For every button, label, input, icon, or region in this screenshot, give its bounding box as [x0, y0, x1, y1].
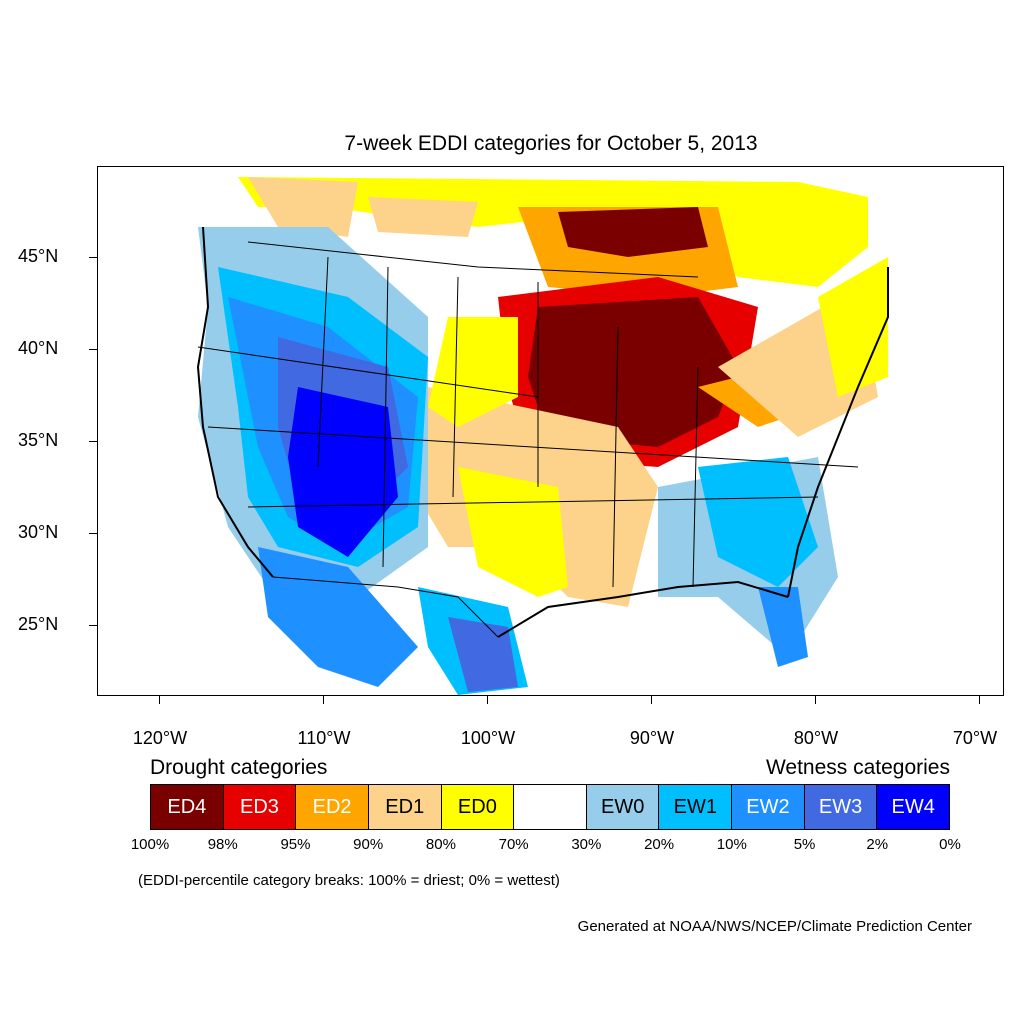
lon-tick [159, 696, 160, 704]
percentile-label: 5% [793, 836, 816, 853]
region-ed0-south [458, 467, 568, 597]
lat-tick [89, 533, 97, 534]
region-ed1-north [368, 197, 478, 237]
legend-cell-ew4: EW4 [877, 785, 950, 829]
boundary-lines [196, 226, 889, 638]
legend-colorbar: ED4 ED3 ED2 ED1 ED0 EW0 EW1 EW2 EW3 EW4 [150, 784, 950, 830]
lon-label: 110°W [297, 728, 351, 748]
legend-cell-normal [514, 785, 587, 829]
drought-heading: Drought categories [150, 756, 328, 779]
percentile-label: 90% [353, 836, 384, 853]
state-line-7 [197, 346, 539, 398]
lat-label: 40°N [18, 338, 59, 358]
percentile-label: 2% [866, 836, 889, 853]
lat-tick [89, 625, 97, 626]
state-line-9 [247, 496, 819, 508]
lon-label: 120°W [132, 728, 188, 748]
lon-tick [815, 696, 816, 704]
credit-text: Generated at NOAA/NWS/NCEP/Climate Predi… [577, 918, 972, 935]
region-ed0-plains [428, 317, 518, 427]
lon-label: 90°W [629, 728, 675, 748]
lon-tick [651, 696, 652, 704]
region-ed0-northeast [818, 257, 888, 397]
coastline-east [787, 267, 889, 598]
lon-tick [979, 696, 980, 704]
region-ed4-north [558, 207, 708, 257]
lon-tick [323, 696, 324, 704]
lat-tick [89, 257, 97, 258]
legend-cell-ed4: ED4 [151, 785, 224, 829]
region-ed1-northwest [248, 177, 358, 237]
border-canada [247, 241, 699, 278]
state-line-6 [692, 366, 699, 588]
lat-label: 25°N [18, 614, 59, 634]
percentile-label: 95% [280, 836, 311, 853]
percentile-label: 98% [207, 836, 238, 853]
lon-label: 70°W [952, 728, 998, 748]
lon-label: 100°W [460, 728, 516, 748]
coastline-gulf [497, 580, 789, 638]
state-line-8 [207, 426, 859, 468]
lat-tick [89, 441, 97, 442]
map-panel [97, 166, 1004, 696]
region-ed4-midwest [528, 297, 738, 447]
lat-label: 45°N [18, 246, 59, 266]
state-line-1 [317, 256, 329, 468]
region-ew1-mexico [258, 547, 418, 687]
lat-label: 35°N [18, 430, 59, 450]
percentile-label: 70% [498, 836, 529, 853]
map-regions [198, 177, 888, 695]
legend-cell-ed1: ED1 [368, 785, 442, 829]
legend-cell-ed0: ED0 [441, 785, 515, 829]
legend-cell-ew3: EW3 [804, 785, 878, 829]
legend-cell-ew1: EW1 [659, 785, 733, 829]
lon-label: 80°W [793, 728, 839, 748]
lat-label: 30°N [18, 522, 59, 542]
border-mexico [272, 576, 499, 638]
category-note: (EDDI-percentile category breaks: 100% =… [138, 872, 560, 889]
percentile-label: 80% [425, 836, 456, 853]
region-ew4-west [288, 387, 398, 557]
state-line-3 [452, 276, 459, 498]
state-line-5 [612, 326, 619, 588]
map-title: 7-week EDDI categories for October 5, 20… [344, 132, 758, 155]
eddi-map [196, 177, 889, 695]
coastline-west [196, 226, 274, 578]
legend-cell-ed3: ED3 [223, 785, 297, 829]
percentile-label: 10% [716, 836, 747, 853]
percentile-label: 20% [644, 836, 675, 853]
legend-cell-ew0: EW0 [586, 785, 660, 829]
percentile-label: 100% [130, 836, 170, 853]
percentile-label: 30% [571, 836, 602, 853]
region-ew1-florida [758, 587, 808, 667]
wetness-heading: Wetness categories [765, 756, 950, 779]
percentile-label: 0% [939, 836, 961, 853]
legend-cell-ed2: ED2 [296, 785, 369, 829]
region-ew1-southeast [698, 457, 818, 587]
state-line-2 [382, 266, 389, 568]
legend-cell-ew2: EW2 [732, 785, 805, 829]
lat-tick [89, 349, 97, 350]
lon-tick [487, 696, 488, 704]
